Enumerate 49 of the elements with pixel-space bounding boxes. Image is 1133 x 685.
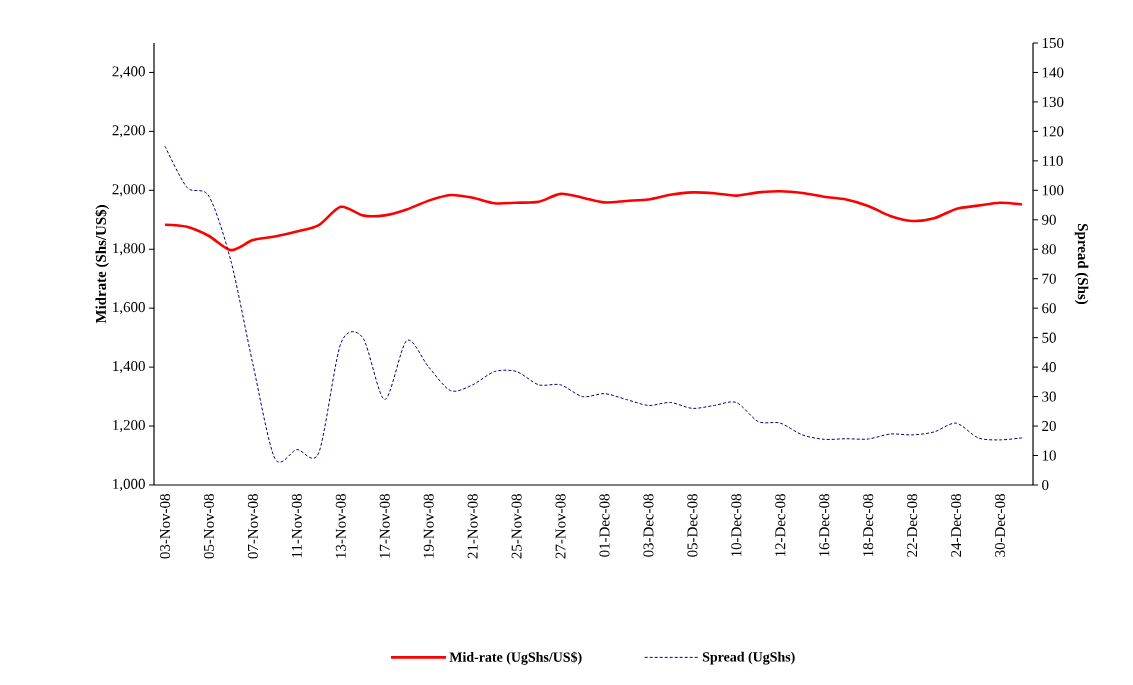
y-tick-label: 1,400 [113, 361, 145, 374]
x-tick-label: 03-Dec-08 [643, 494, 654, 557]
x-tick-label: 13-Nov-08 [335, 494, 346, 558]
x-tick-label: 18-Dec-08 [863, 494, 874, 557]
y2-tick-label: 90 [1042, 214, 1056, 225]
y-tick-label: 1,800 [113, 243, 145, 256]
y-axis-title: Midrate (Shs/US$) [95, 205, 110, 324]
y2-tick-label: 50 [1042, 332, 1056, 343]
y2-tick-label: 0 [1042, 479, 1049, 491]
y2-tick-label: 150 [1042, 37, 1064, 49]
x-tick-label: 01-Dec-08 [599, 494, 610, 557]
y-tick-label: 2,200 [112, 125, 145, 138]
y2-axis-title: Spread (Shs) [1074, 224, 1089, 305]
x-tick-label: 16-Dec-08 [819, 494, 830, 557]
y-tick-label: 2,000 [112, 184, 145, 197]
y-tick-label: 2,400 [112, 66, 145, 79]
x-tick-label: 30-Dec-08 [995, 494, 1006, 557]
y-tick-label: 1,600 [113, 302, 145, 315]
x-tick-label: 22-Dec-08 [907, 494, 918, 557]
x-tick-label: 03-Nov-08 [159, 494, 171, 559]
x-tick-label: 24-Dec-08 [951, 494, 962, 557]
y2-tick-label: 70 [1042, 273, 1056, 284]
y2-tick-label: 40 [1041, 362, 1056, 373]
y2-tick-label: 80 [1042, 244, 1056, 255]
y2-tick-label: 100 [1042, 185, 1064, 196]
legend-label: Spread (UgShs) [702, 651, 795, 665]
x-tick-label: 07-Nov-08 [247, 494, 258, 559]
y2-tick-label: 140 [1042, 67, 1064, 78]
x-tick-label: 21-Nov-08 [467, 494, 478, 559]
x-tick-label: 17-Nov-08 [379, 494, 390, 558]
y2-tick-label: 30 [1042, 391, 1056, 402]
line-series [163, 189, 1024, 252]
x-tick-label: 11-Nov-08 [291, 494, 302, 558]
x-tick-label: 27-Nov-08 [555, 494, 566, 559]
y2-tick-label: 120 [1042, 126, 1064, 137]
y-tick-label: 1,000 [113, 478, 145, 492]
x-tick-label: 10-Dec-08 [731, 494, 742, 557]
x-tick-label: 19-Nov-08 [423, 494, 434, 558]
y2-tick-label: 130 [1042, 96, 1064, 107]
x-tick-label: 05-Nov-08 [203, 494, 214, 559]
y2-tick-label: 20 [1042, 421, 1056, 432]
y2-tick-label: 110 [1042, 155, 1063, 166]
legend-label: Mid-rate (UgShs/US$) [449, 651, 582, 665]
x-tick-label: 05-Dec-08 [687, 494, 698, 557]
y2-tick-label: 60 [1042, 303, 1056, 314]
y2-tick-label: 10 [1042, 450, 1056, 461]
x-tick-label: 25-Nov-08 [511, 494, 522, 559]
y-tick-label: 1,200 [113, 419, 145, 433]
x-tick-label: 12-Dec-08 [775, 494, 786, 557]
